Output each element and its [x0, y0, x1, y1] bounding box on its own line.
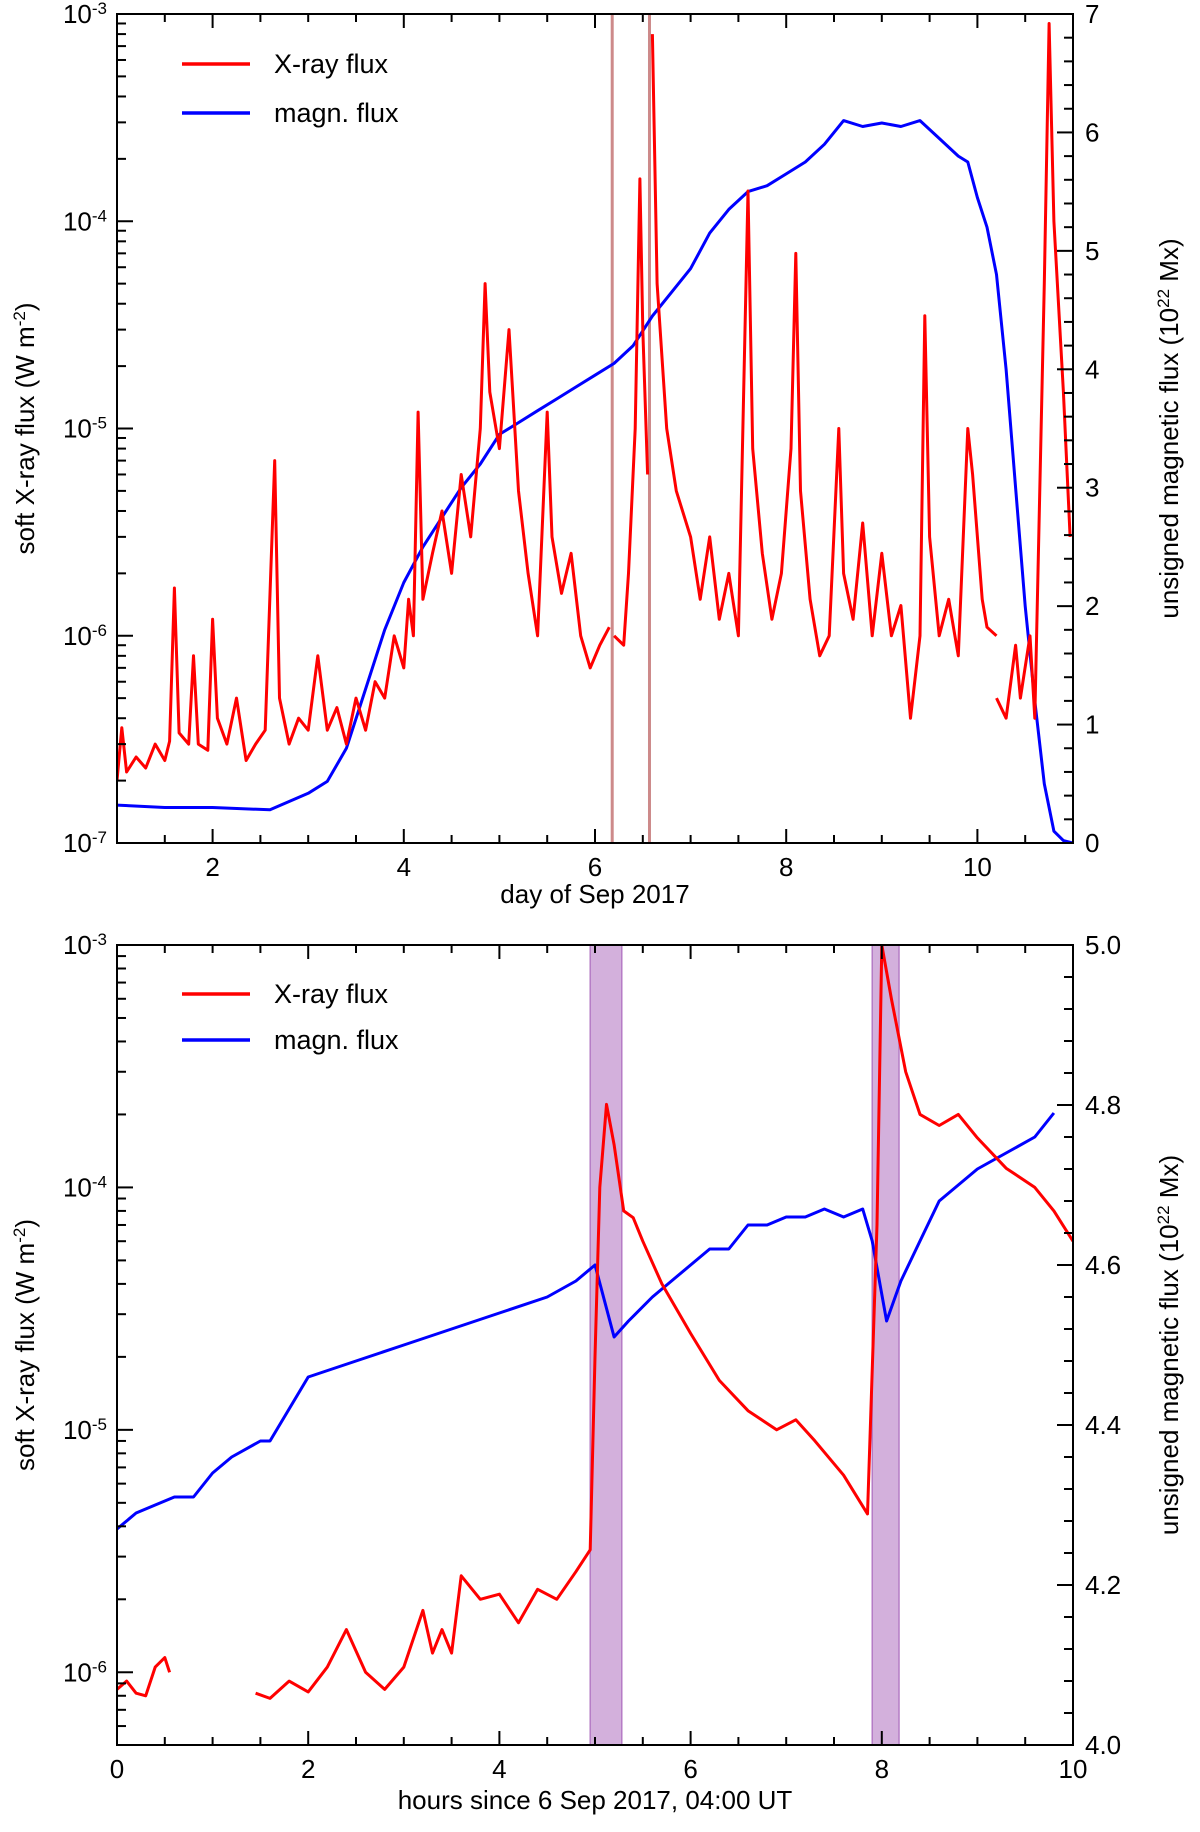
legend-label: X-ray flux — [274, 979, 389, 1009]
y-left-tick-label: 10-5 — [63, 413, 107, 444]
y-left-axis-label-tail: ) — [10, 1219, 40, 1228]
legend-label: magn. flux — [274, 1025, 399, 1055]
xray-series-line-1 — [613, 177, 650, 647]
y-left-axis-label: soft X-ray flux (W m-2) — [10, 1219, 41, 1471]
y-right-tick-label: 4.0 — [1085, 1730, 1121, 1760]
x-tick-label: 8 — [779, 852, 793, 882]
xray-series-line-1 — [255, 945, 1073, 1700]
xray-series-line-0 — [117, 1656, 172, 1698]
x-tick-label: 8 — [875, 1754, 889, 1784]
y-right-axis-label: unsigned magnetic flux (1022 Mx) — [1154, 238, 1185, 618]
y-right-axis-label-base: unsigned magnetic flux (10 — [1154, 1224, 1184, 1535]
y-left-axis-label-base: soft X-ray flux (W m — [10, 1243, 40, 1471]
x-tick-label: 2 — [205, 852, 219, 882]
x-tick-label: 4 — [397, 852, 411, 882]
y-right-tick-label: 6 — [1085, 117, 1099, 147]
y-right-tick-label: 7 — [1085, 0, 1099, 29]
y-left-axis-label-tail: ) — [10, 302, 40, 311]
y-left-tick-label-base: 10 — [63, 930, 92, 960]
y-left-tick-label-base: 10 — [63, 414, 92, 444]
y-right-axis-label-sup: 22 — [1154, 1205, 1173, 1224]
y-right-tick-label: 1 — [1085, 710, 1099, 740]
y-left-tick-label-sup: -6 — [92, 1657, 107, 1676]
legend-label: magn. flux — [274, 98, 399, 128]
y-right-tick-label: 3 — [1085, 473, 1099, 503]
xray-series-line-3 — [995, 22, 1072, 720]
y-right-axis-label-sup: 22 — [1154, 289, 1173, 308]
bottom-panel: 0 2 4 6 8 1010-610-510-410-34.04.24.44.64.85.… — [10, 930, 1185, 1816]
y-right-tick-label: 4.8 — [1085, 1090, 1121, 1120]
y-right-axis-label: unsigned magnetic flux (1022 Mx) — [1154, 1155, 1185, 1535]
y-left-axis-label-sup: -2 — [10, 1228, 29, 1243]
y-right-axis-label-tail: Mx) — [1154, 238, 1184, 289]
y-right-tick-label: 0 — [1085, 828, 1099, 858]
xray-series-line-2 — [650, 34, 998, 720]
y-left-tick-label-sup: -3 — [92, 0, 107, 18]
y-left-axis-label-sup: -2 — [10, 311, 29, 326]
y-left-tick-label-sup: -7 — [92, 828, 107, 847]
y-left-tick-label-sup: -5 — [92, 413, 107, 432]
y-left-tick-label-sup: -4 — [92, 206, 107, 225]
y-right-tick-label: 4 — [1085, 354, 1099, 384]
magn-series-line-0 — [117, 119, 1073, 843]
legend-label: X-ray flux — [274, 49, 389, 79]
y-right-tick-label: 5 — [1085, 236, 1099, 266]
plot-frame — [116, 13, 1074, 844]
y-left-tick-label: 10-5 — [63, 1414, 107, 1445]
x-axis-label: day of Sep 2017 — [500, 879, 689, 909]
y-left-tick-label-base: 10 — [63, 1415, 92, 1445]
y-left-tick-label-sup: -4 — [92, 1172, 107, 1191]
x-axis-label: hours since 6 Sep 2017, 04:00 UT — [398, 1785, 793, 1815]
x-tick-label: 6 — [588, 852, 602, 882]
y-right-tick-label: 4.2 — [1085, 1570, 1121, 1600]
y-left-tick-label-base: 10 — [63, 621, 92, 651]
y-left-tick-label: 10-4 — [63, 206, 107, 237]
y-right-tick-label: 4.4 — [1085, 1410, 1121, 1440]
y-right-tick-label: 5.0 — [1085, 930, 1121, 960]
y-left-tick-label: 10-6 — [63, 1657, 107, 1688]
y-left-tick-label: 10-4 — [63, 1172, 107, 1203]
y-left-tick-label-sup: -3 — [92, 930, 107, 949]
x-tick-label: 4 — [492, 1754, 506, 1784]
y-left-axis-label-base: soft X-ray flux (W m — [10, 326, 40, 554]
y-left-tick-label: 10-3 — [63, 0, 107, 29]
y-left-tick-label-base: 10 — [63, 1657, 92, 1687]
x-tick-label: 10 — [1059, 1754, 1088, 1784]
x-tick-label: 2 — [301, 1754, 315, 1784]
y-right-axis-label-tail: Mx) — [1154, 1155, 1184, 1206]
magn-series-line-0 — [117, 1112, 1056, 1531]
shaded-band-1 — [871, 945, 900, 1745]
y-left-tick-label: 10-3 — [63, 930, 107, 961]
y-left-tick-label: 10-7 — [63, 828, 107, 859]
y-right-axis-label-base: unsigned magnetic flux (10 — [1154, 308, 1184, 619]
y-right-tick-label: 2 — [1085, 591, 1099, 621]
y-left-axis-label: soft X-ray flux (W m-2) — [10, 302, 41, 554]
y-left-tick-label-sup: -5 — [92, 1414, 107, 1433]
y-left-tick-label-sup: -6 — [92, 620, 107, 639]
plot-area — [117, 945, 1073, 1745]
x-tick-label: 0 — [110, 1754, 124, 1784]
y-left-tick-label-base: 10 — [63, 1172, 92, 1202]
y-left-tick-label-base: 10 — [63, 0, 92, 29]
x-tick-label: 10 — [963, 852, 992, 882]
y-left-tick-label-base: 10 — [63, 828, 92, 858]
plot-area — [117, 14, 1073, 843]
y-left-tick-label-base: 10 — [63, 206, 92, 236]
y-left-tick-label: 10-6 — [63, 620, 107, 651]
y-right-tick-label: 4.6 — [1085, 1250, 1121, 1280]
x-tick-label: 6 — [683, 1754, 697, 1784]
xray-series-line-0 — [117, 282, 611, 781]
